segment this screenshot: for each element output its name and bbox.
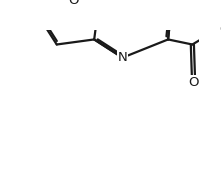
Text: O: O <box>188 76 199 89</box>
Text: O: O <box>69 0 79 8</box>
Text: N: N <box>118 51 127 64</box>
Text: OH: OH <box>220 23 221 36</box>
